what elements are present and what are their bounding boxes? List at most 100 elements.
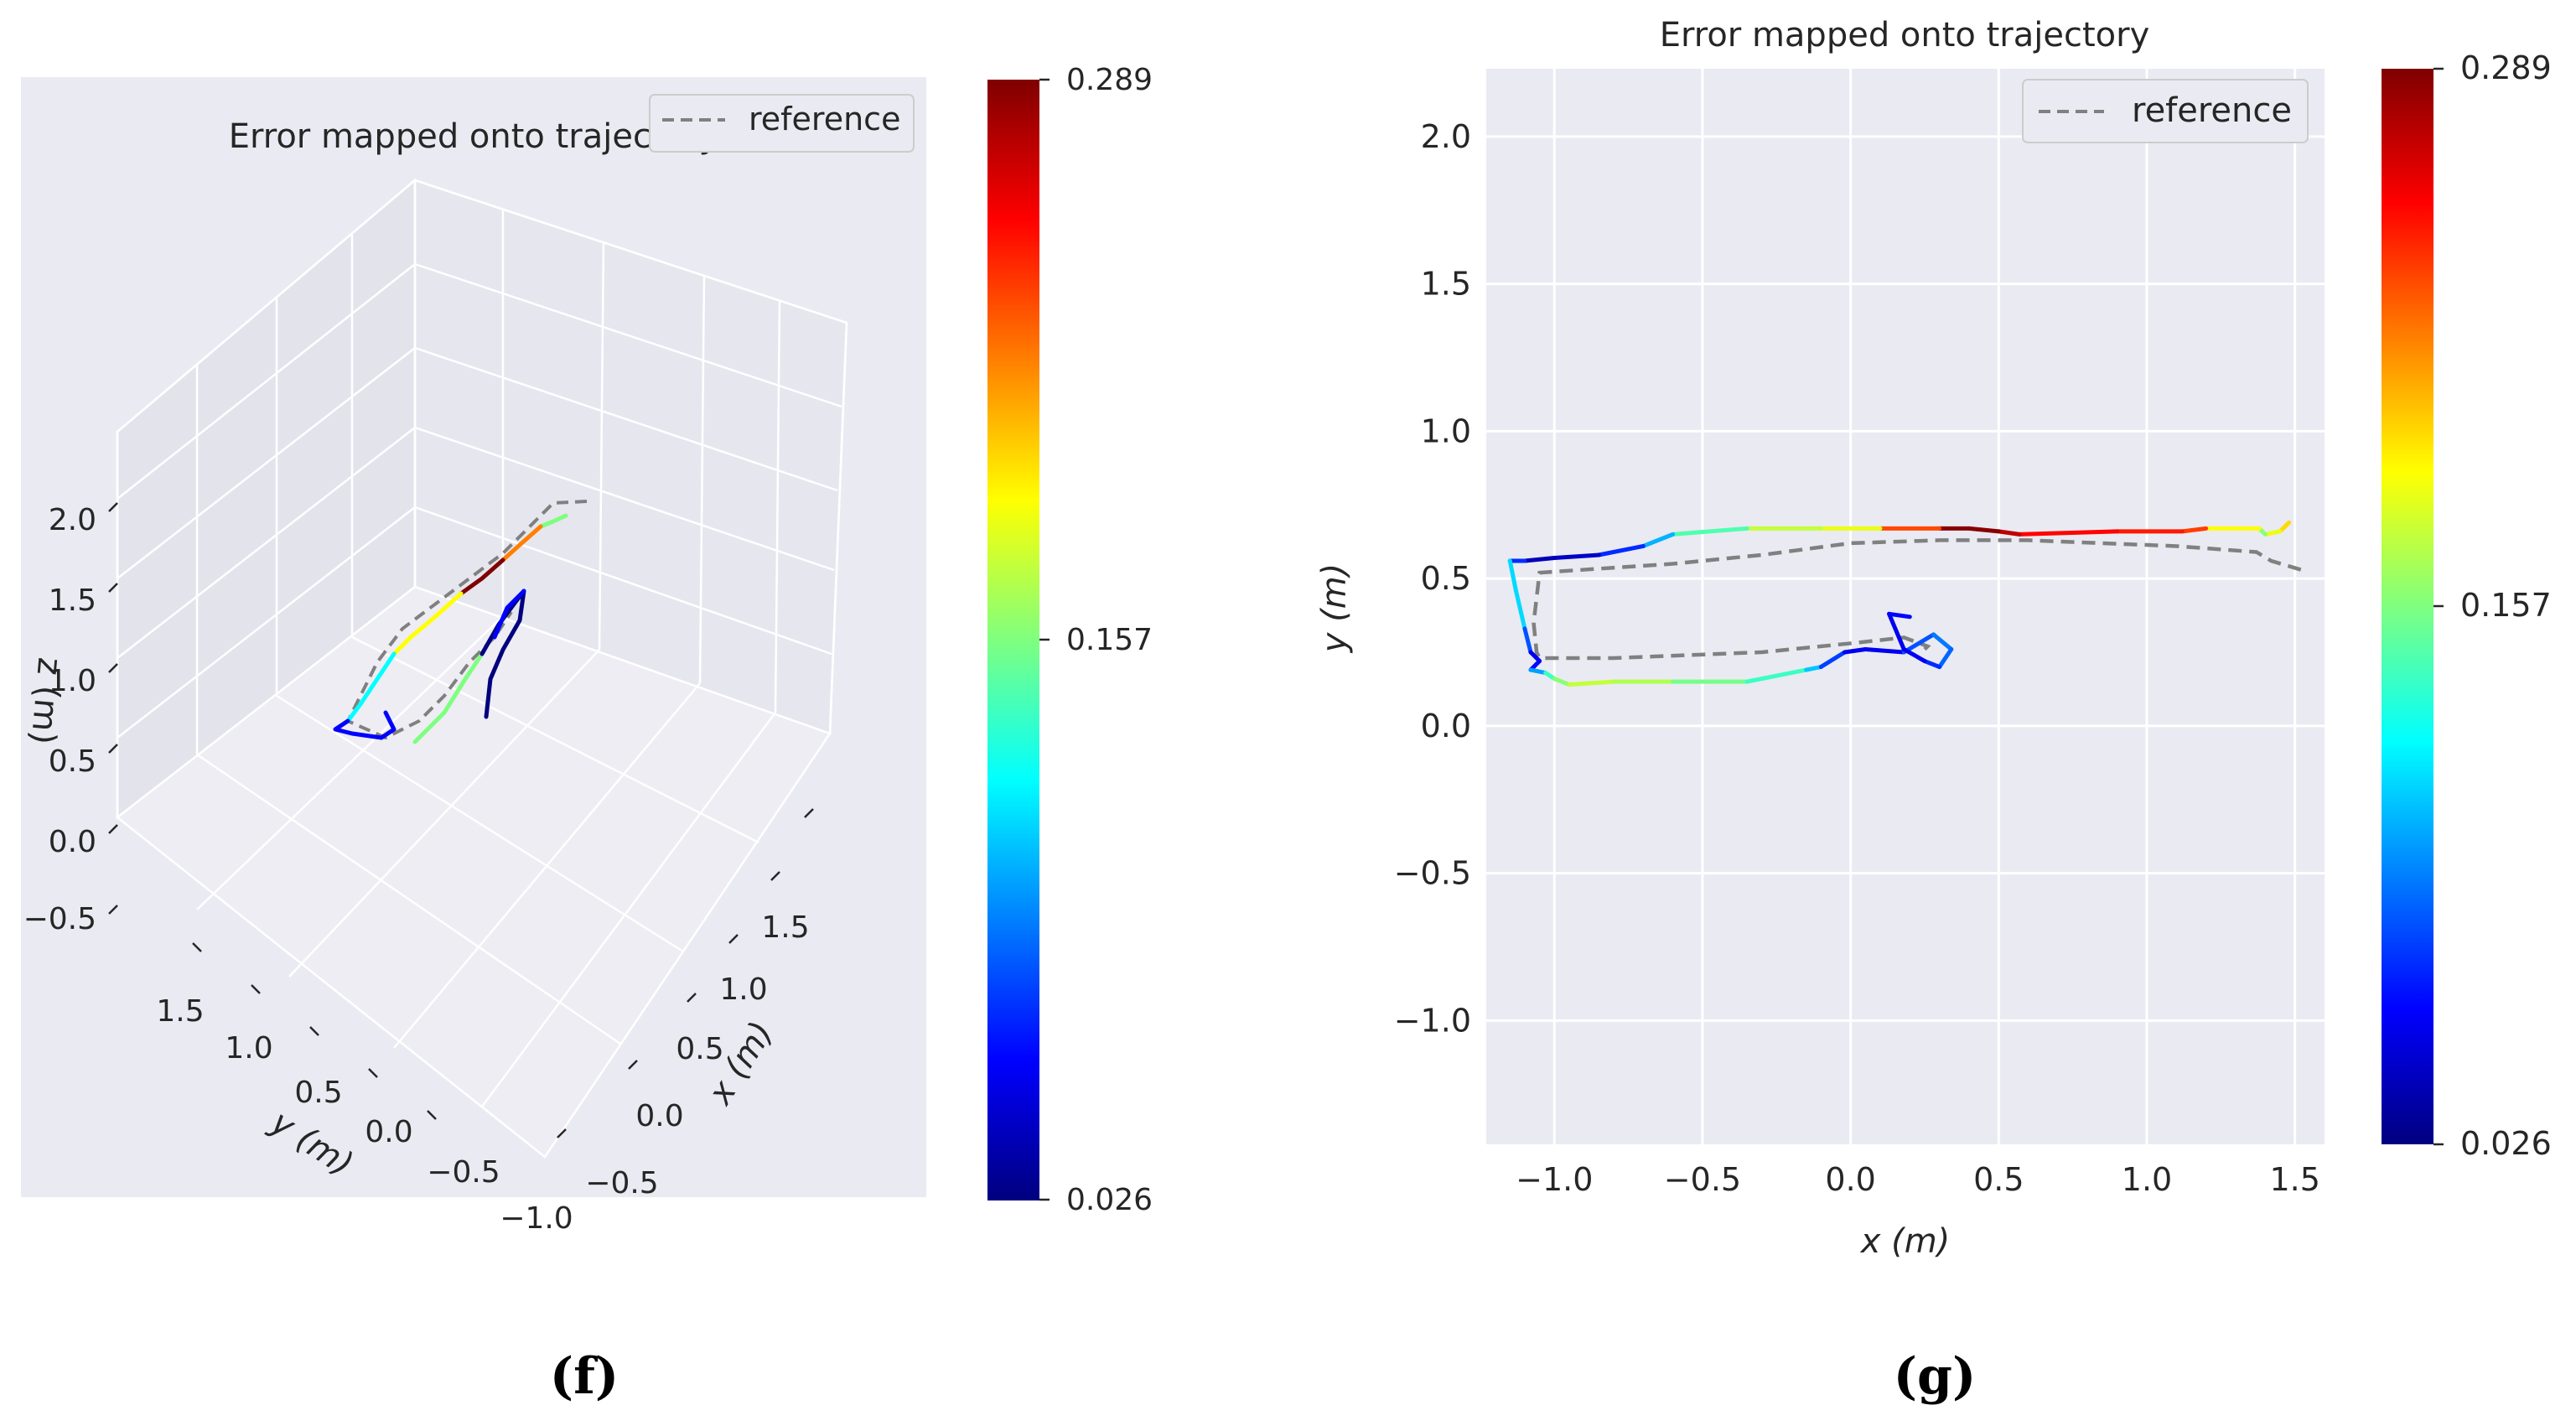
panel-f-error-trajectory: [333, 513, 568, 744]
panel-g-legend-box: [2022, 79, 2309, 143]
panel-g-x-axis-label: x (m): [1859, 1222, 1951, 1261]
panel-f-y-tick-label: 1.0: [225, 1031, 272, 1066]
panel-g-trajectory-segment: [1843, 646, 1868, 655]
panel-f-y-tick-label: −0.5: [427, 1155, 500, 1190]
panel-g-trajectory-segment: [1931, 632, 1954, 651]
panel-f-z-axis-label: z (m): [23, 656, 70, 746]
panel-g-trajectory-segment: [1552, 677, 1572, 687]
panel-f-x-tick-label: 1.5: [761, 910, 809, 945]
panel-f-z-tick-label: 1.5: [49, 583, 96, 618]
panel-g-x-tick-label: −1.0: [1516, 1161, 1593, 1198]
panel-g-title: Error mapped onto trajectory: [1660, 16, 2150, 54]
panel-f-legend-box: [649, 94, 915, 153]
panel-g-trajectory-segment: [1522, 556, 1557, 563]
panel-g-trajectory-segment: [1552, 552, 1601, 561]
panel-g-y-tick-label: 1.0: [1421, 412, 1471, 449]
panel-f-segment-2: [500, 524, 543, 563]
panel-f-colorbar-label-min: 0.026: [1066, 1183, 1153, 1217]
panel-f-z-tick-label: −0.5: [23, 902, 96, 936]
panel-f-segment-6: [333, 710, 397, 740]
panel-g-trajectory-segment: [1671, 526, 1749, 537]
panel-g-reference-path: [1532, 538, 2302, 661]
panel-g-trajectory-segment: [1507, 558, 1518, 593]
panel-g-trajectory-segment: [1567, 679, 1616, 687]
panel-f-colorbar-gradient: [987, 80, 1039, 1200]
panel-f-colorbar-label-max: 0.289: [1066, 63, 1153, 97]
panel-g-trajectory-segment: [1901, 632, 1936, 655]
panel-g-y-tick-label: 0.0: [1421, 708, 1471, 744]
panel-f-x-tick-label: 1.0: [719, 972, 767, 1007]
panel-g-x-tick-label: 1.5: [2269, 1161, 2319, 1198]
panel-f-x-tick-label: −0.5: [585, 1166, 658, 1200]
panel-g-x-tick-label: 1.0: [2122, 1161, 2172, 1198]
panel-g-colorbar-label-max: 0.289: [2460, 49, 2552, 86]
panel-g-trajectory-segment: [1996, 529, 2022, 537]
panel-f-reference-path: [345, 500, 588, 740]
panel-f-legend: reference: [649, 94, 915, 153]
panel-f-z-tick-labels: 2.0 1.5 1.0 0.5 0.0 −0.5: [23, 503, 96, 936]
panel-g-y-ticks: −1.0 −0.5 0.0 0.5 1.0 1.5 2.0: [1394, 118, 1471, 1040]
panel-f-x-tick-labels: −1.0 −0.5 0.0 0.5 1.0 1.5: [500, 910, 809, 1236]
panel-f-z-tick-label: 1.0: [49, 664, 96, 698]
panel-g-colorbar: 0.289 0.157 0.026: [2382, 49, 2552, 1162]
panel-g-colorbar-label-mid: 0.157: [2460, 587, 2552, 624]
panel-g-error-trajectory: [1507, 520, 2292, 687]
panel-f-segment-9: [492, 589, 526, 640]
panel-f-x-axis: [557, 808, 814, 1138]
panel-f: Error mapped onto trajectory reference 2…: [21, 63, 1153, 1406]
panel-g-y-tick-label: 1.5: [1421, 266, 1471, 303]
panel-g-trajectory-segment: [1513, 588, 1527, 631]
panel-g-axes-background: [1486, 69, 2325, 1144]
panel-g-trajectory-segment: [1967, 526, 2001, 534]
panel-f-z-tick-label: 0.5: [49, 744, 96, 779]
panel-g-trajectory-segment: [2262, 529, 2283, 537]
panel-g-gridlines: [1486, 69, 2325, 1144]
panel-f-segment-4: [391, 591, 464, 656]
panel-g-trajectory-segment: [1804, 665, 1823, 672]
panel-g: −1.0 −0.5 0.0 0.5 1.0 1.5 −1.0 −0.5 0.0 0.5 1.0 1.…: [1315, 16, 2552, 1406]
panel-f-z-tick-label: 0.0: [49, 825, 96, 859]
panel-f-reference-line: [345, 500, 588, 740]
panel-g-trajectory-segment: [1901, 646, 1927, 664]
panel-g-x-tick-label: 0.0: [1825, 1161, 1875, 1198]
panel-g-y-axis-label: y (m): [1315, 563, 1354, 654]
panel-g-trajectory-segment: [1922, 659, 1942, 670]
panel-f-title: Error mapped onto trajectory: [229, 117, 719, 156]
panel-f-z-axis: [108, 502, 118, 915]
panel-f-y-axis: [192, 942, 437, 1120]
panel-g-x-ticks: −1.0 −0.5 0.0 0.5 1.0 1.5: [1516, 1161, 2320, 1198]
panel-f-gridlines: [116, 179, 848, 1107]
panel-g-trajectory-segment: [2179, 526, 2209, 534]
panel-f-y-tick-label: 0.0: [365, 1115, 412, 1149]
panel-f-y-tick-label: 1.5: [156, 994, 204, 1029]
panel-g-trajectory-segment: [1937, 646, 1954, 670]
panel-g-y-tick-label: 0.5: [1421, 560, 1471, 597]
panel-f-y-tick-label: 0.5: [294, 1076, 342, 1110]
panel-g-reference-line: [1532, 538, 2302, 661]
panel-g-trajectory-segment: [1887, 611, 1906, 651]
panel-f-z-tick-label: 2.0: [49, 503, 96, 537]
panel-f-segment-5: [345, 651, 397, 723]
panel-g-trajectory-segment: [1596, 543, 1646, 557]
panel-g-trajectory-segment: [1887, 611, 1912, 620]
panel-f-legend-label: reference: [749, 101, 900, 137]
panel-g-colorbar-label-min: 0.026: [2460, 1125, 2552, 1162]
panel-f-x-tick-label: 0.5: [676, 1032, 723, 1066]
panel-g-label: (g): [1894, 1347, 1977, 1406]
panel-g-x-tick-label: −0.5: [1664, 1161, 1741, 1198]
panel-g-trajectory-segment: [1818, 650, 1848, 670]
panel-g-x-tick-label: 0.5: [1973, 1161, 2024, 1198]
panel-f-label: (f): [550, 1347, 619, 1406]
panel-g-trajectory-segment: [2017, 529, 2120, 537]
panel-g-trajectory-segment: [1744, 667, 1809, 684]
panel-f-colorbar: 0.289 0.157 0.026: [987, 63, 1153, 1217]
panel-f-segment-3: [459, 557, 505, 596]
panel-g-y-tick-label: −0.5: [1394, 855, 1471, 892]
panel-f-x-tick-label: −1.0: [500, 1201, 573, 1236]
panel-f-colorbar-label-mid: 0.157: [1066, 623, 1153, 657]
panel-g-trajectory-segment: [1522, 626, 1533, 655]
panel-g-trajectory-segment: [1640, 532, 1676, 548]
panel-f-y-tick-labels: 1.5 1.0 0.5 0.0 −0.5: [156, 994, 500, 1190]
panel-g-colorbar-gradient: [2382, 69, 2433, 1144]
